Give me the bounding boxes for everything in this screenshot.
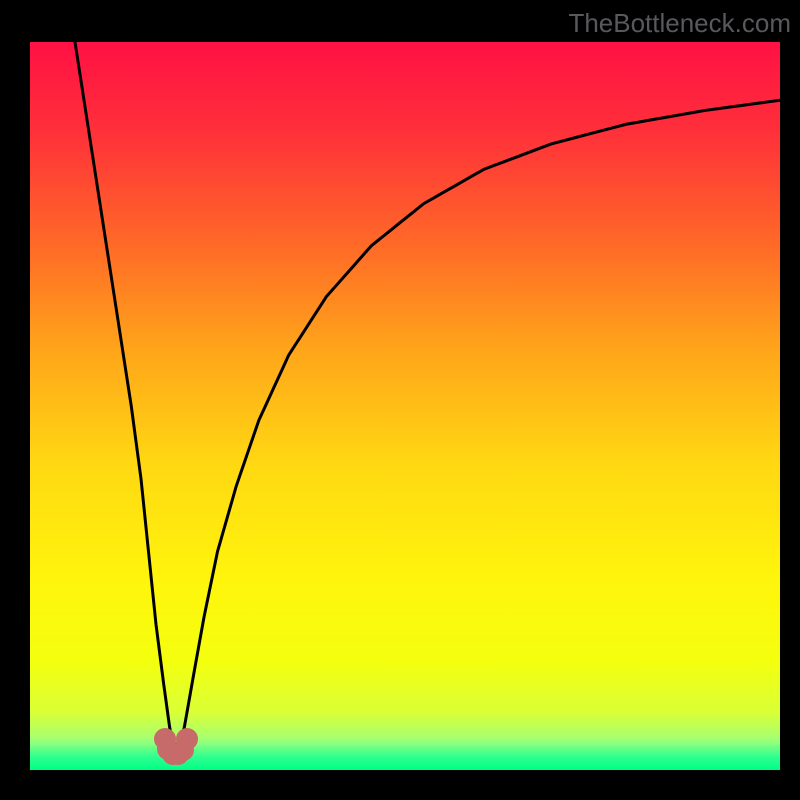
watermark-text: TheBottleneck.com bbox=[568, 8, 791, 39]
plot-area bbox=[30, 42, 780, 770]
chart-frame: TheBottleneck.com bbox=[0, 0, 800, 800]
curve-marker bbox=[176, 728, 198, 750]
marker-cluster bbox=[30, 42, 780, 770]
